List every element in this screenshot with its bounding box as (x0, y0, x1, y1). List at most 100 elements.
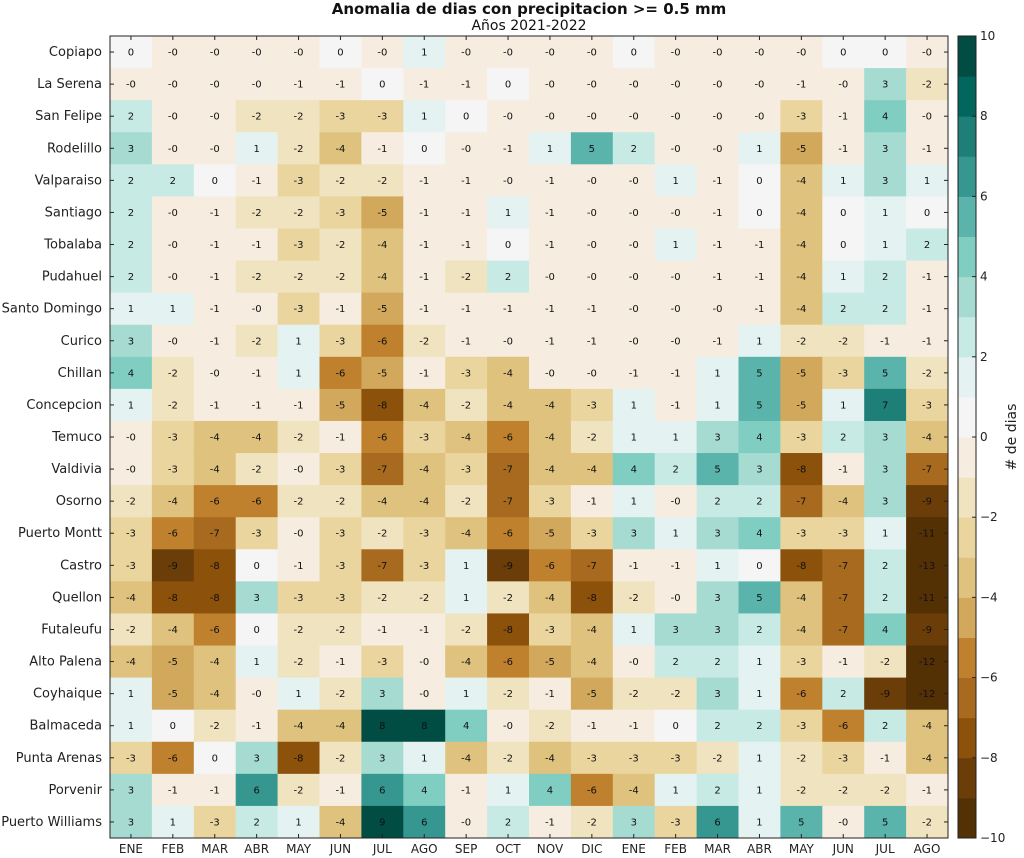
heatmap-cell (319, 517, 362, 550)
heatmap-cell (277, 677, 320, 711)
cell-value-label: 1 (421, 112, 427, 123)
heatmap-cell (529, 164, 572, 197)
station-label: Porvenir (48, 783, 102, 798)
heatmap-cell (445, 645, 488, 679)
cell-value-label: -2 (335, 497, 345, 508)
heatmap-cell (612, 36, 656, 69)
heatmap-cell (738, 164, 781, 197)
heatmap-cell (235, 645, 279, 679)
cell-value-label: 2 (170, 176, 176, 187)
cell-value-label: -0 (168, 272, 178, 283)
heatmap-cell (780, 68, 823, 101)
heatmap-cell (738, 68, 781, 101)
chart-subtitle: Años 2021-2022 (471, 18, 586, 34)
heatmap-cell (780, 549, 823, 582)
cell-value-label: -2 (419, 593, 429, 604)
heatmap-cell (738, 196, 781, 229)
cell-value-label: -3 (545, 625, 555, 636)
heatmap-cell (738, 356, 781, 390)
cell-value-label: 4 (756, 433, 762, 444)
cell-value-label: -0 (545, 80, 555, 91)
cell-value-label: -8 (168, 593, 178, 604)
cell-value-label: -0 (713, 48, 723, 59)
heatmap-cell (193, 773, 237, 807)
heatmap-cell (529, 100, 572, 133)
cell-value-label: -13 (919, 561, 935, 572)
cell-value-label: -6 (796, 689, 806, 700)
cell-value-label: -0 (168, 112, 178, 123)
cell-value-label: -4 (461, 657, 471, 668)
cell-value-label: 0 (170, 721, 176, 732)
cell-value-label: 1 (128, 400, 134, 411)
heatmap-cell (110, 324, 153, 358)
heatmap-cell (361, 356, 404, 390)
cell-value-label: 0 (505, 240, 511, 251)
cell-value-label: 5 (882, 817, 888, 828)
cell-value-label: 0 (672, 721, 678, 732)
cell-value-label: -2 (461, 400, 471, 411)
heatmap-cell (696, 581, 739, 614)
cell-value-label: -5 (796, 144, 806, 155)
heatmap-cell (487, 517, 530, 550)
heatmap-cell (487, 260, 530, 294)
cell-value-label: 2 (128, 176, 134, 187)
heatmap-cell (403, 324, 446, 358)
colorbar-tick-label: −10 (980, 831, 1005, 845)
cell-value-label: -0 (629, 272, 639, 283)
cell-value-label: -6 (210, 497, 220, 508)
heatmap-cell (654, 453, 698, 486)
heatmap-cell (570, 453, 614, 486)
heatmap-cell (822, 36, 865, 69)
cell-value-label: -4 (126, 657, 136, 668)
heatmap-cell (110, 805, 153, 839)
cell-value-label: -3 (335, 561, 345, 572)
cell-value-label: -1 (545, 689, 555, 700)
cell-value-label: -0 (461, 144, 471, 155)
heatmap-cell (612, 324, 656, 358)
cell-value-label: 2 (128, 272, 134, 283)
heatmap-cell (193, 324, 237, 358)
cell-value-label: -0 (545, 368, 555, 379)
heatmap-cell (780, 324, 823, 358)
heatmap-cell (570, 36, 614, 69)
cell-value-label: -3 (587, 529, 597, 540)
heatmap-cell (780, 420, 823, 454)
cell-value-label: -2 (671, 689, 681, 700)
cell-value-label: -1 (377, 144, 387, 155)
heatmap-cell (193, 228, 237, 262)
cell-value-label: -0 (671, 336, 681, 347)
cell-value-label: -4 (922, 433, 932, 444)
heatmap-cell (319, 292, 362, 326)
colorbar-segment (958, 637, 976, 679)
heatmap-cell (654, 388, 698, 422)
heatmap-cell (193, 709, 237, 743)
heatmap-cell (487, 485, 530, 518)
heatmap-cell (696, 677, 739, 711)
colorbar-segment (958, 437, 976, 478)
cell-value-label: -12 (919, 689, 935, 700)
cell-value-label: -0 (210, 368, 220, 379)
cell-value-label: -4 (796, 593, 806, 604)
heatmap-cell (906, 805, 949, 839)
cell-value-label: -0 (671, 112, 681, 123)
cell-value-label: -0 (587, 240, 597, 251)
heatmap-cell (235, 581, 279, 614)
cell-value-label: -9 (168, 561, 178, 572)
cell-value-label: -3 (671, 753, 681, 764)
cell-value-label: -0 (838, 817, 848, 828)
cell-value-label: -12 (919, 657, 935, 668)
heatmap-cell (319, 68, 362, 101)
heatmap-cell (738, 420, 781, 454)
heatmap-cell (319, 453, 362, 486)
cell-value-label: -8 (210, 561, 220, 572)
cell-value-label: 4 (756, 529, 762, 540)
cell-value-label: -1 (419, 208, 429, 219)
cell-value-label: -5 (168, 657, 178, 668)
heatmap-cell (822, 517, 865, 550)
heatmap-cell (110, 485, 153, 518)
heatmap-cell (403, 741, 446, 775)
cell-value-label: -1 (713, 240, 723, 251)
cell-value-label: -3 (587, 400, 597, 411)
heatmap-cell (570, 613, 614, 647)
heatmap-cell (403, 677, 446, 711)
